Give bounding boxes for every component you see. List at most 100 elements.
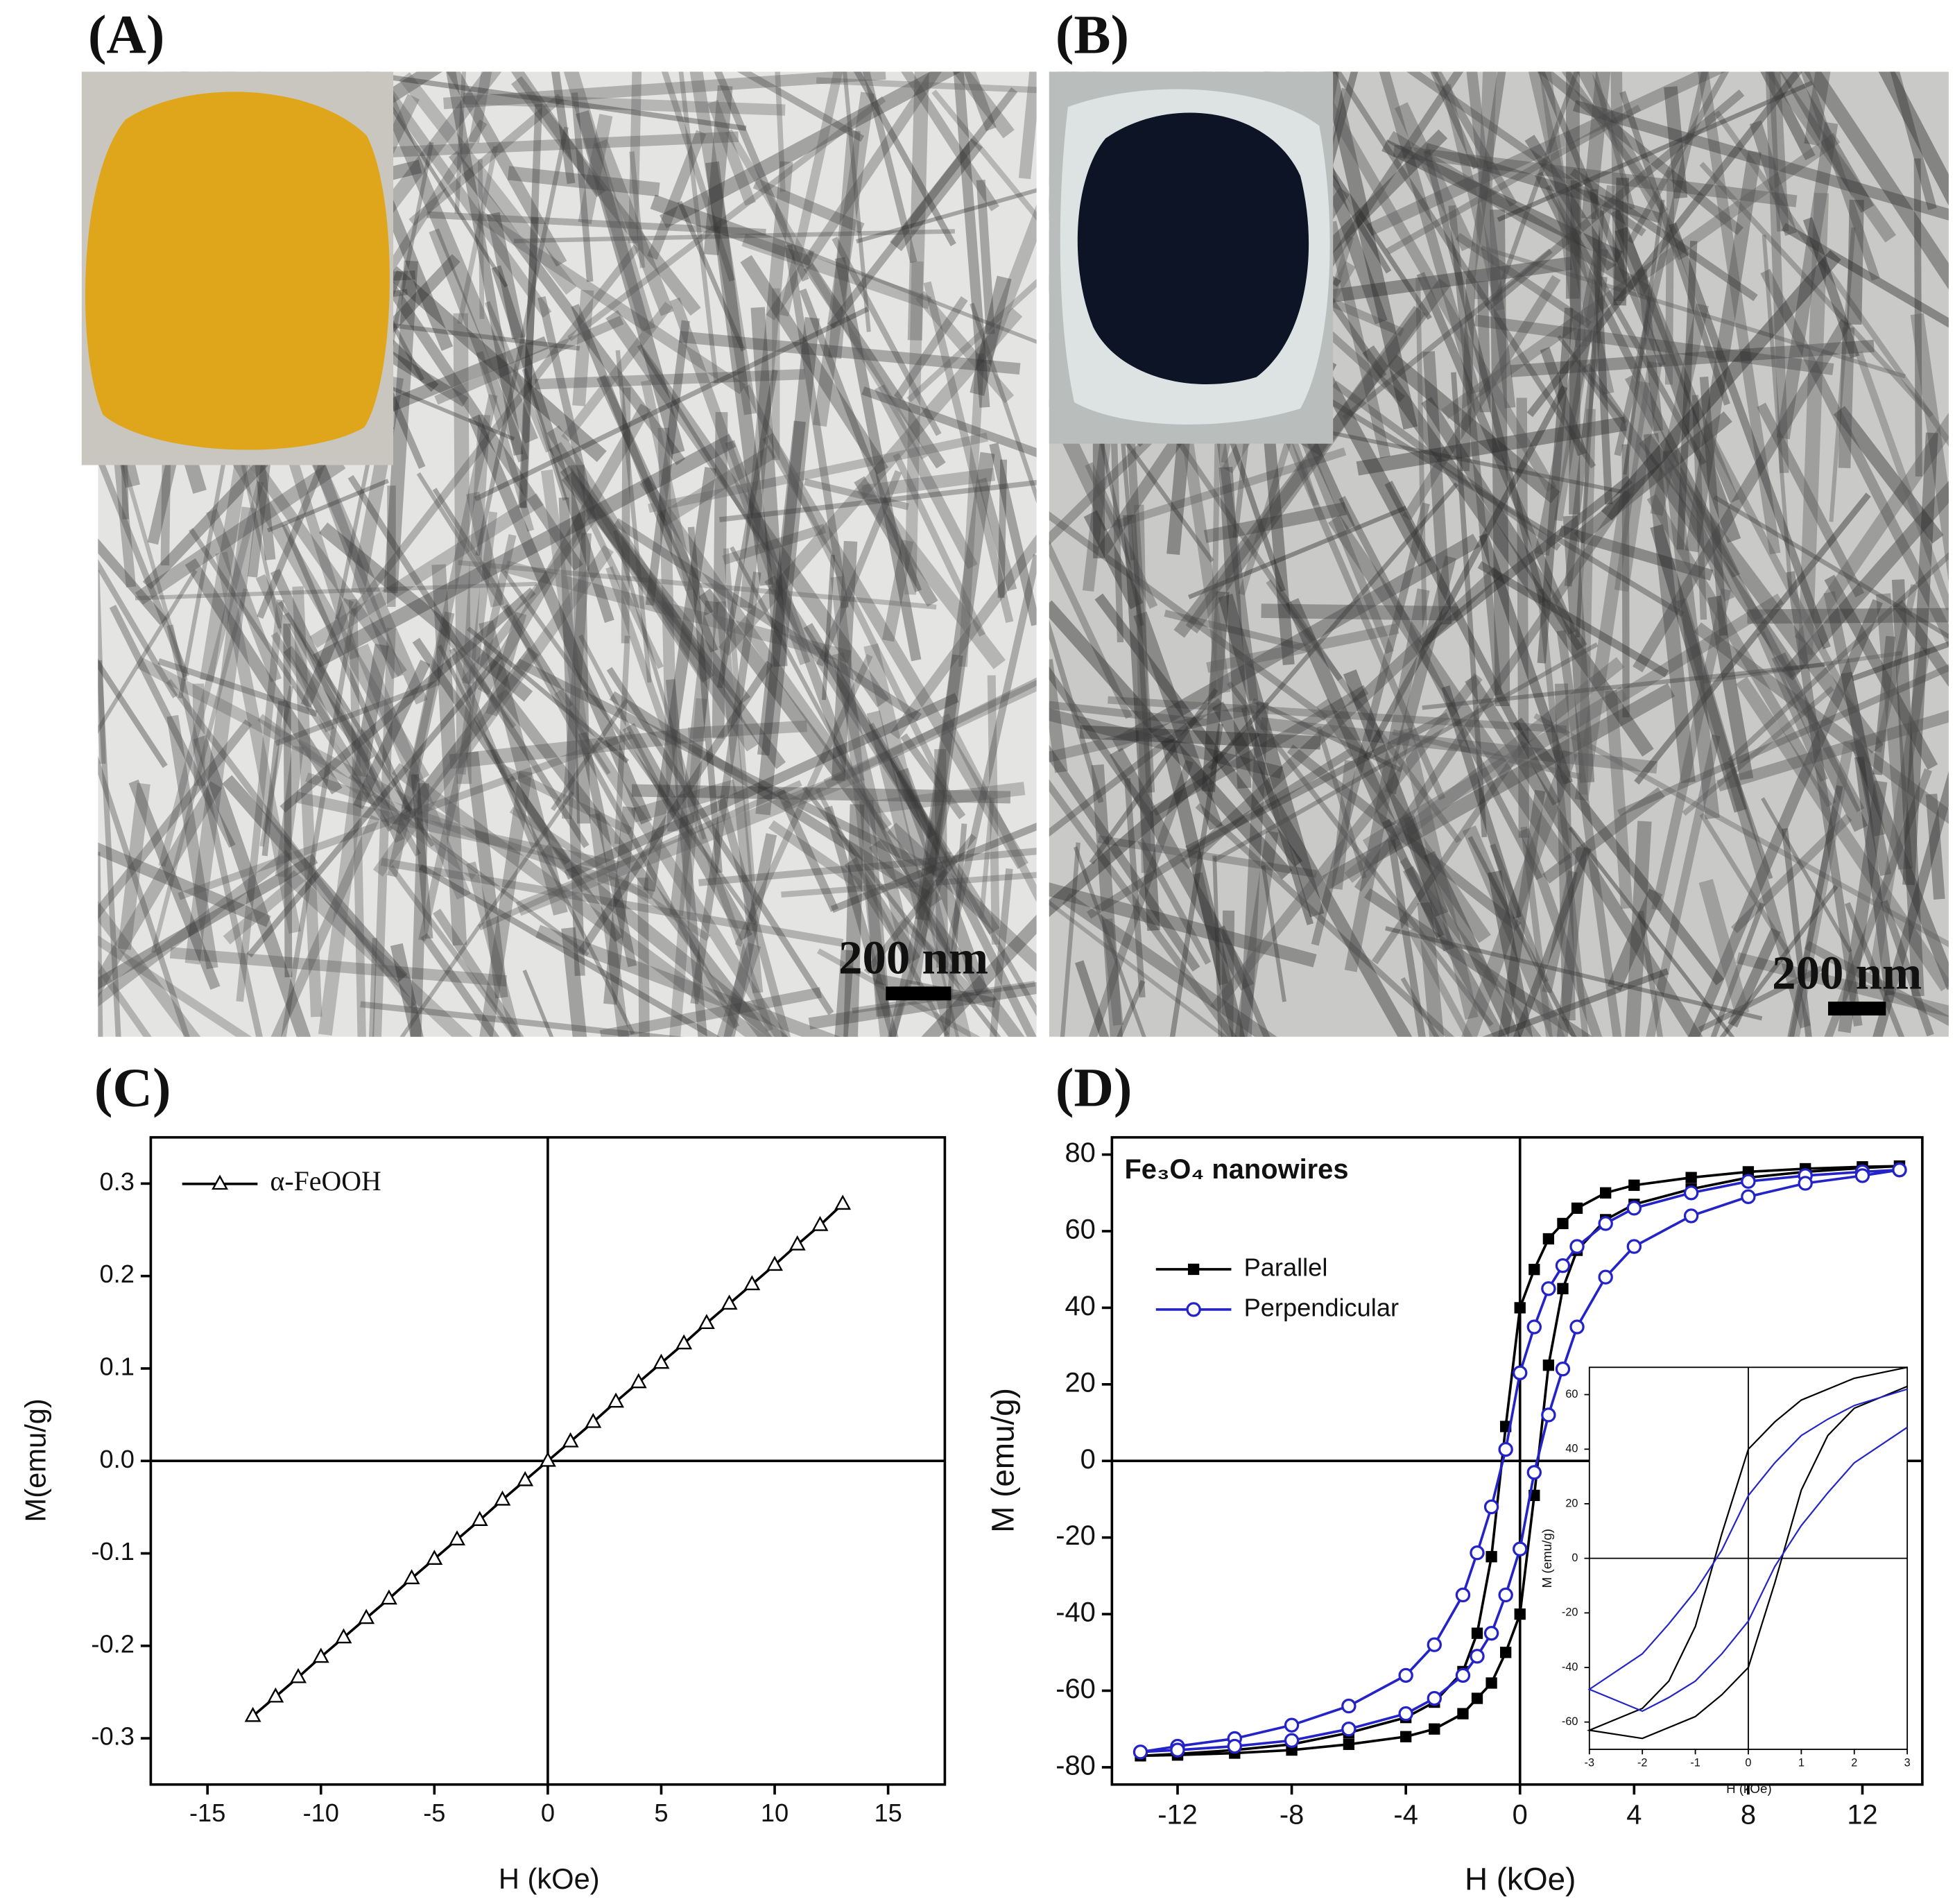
nanowire [540,843,789,1037]
nanowire [1872,635,1895,775]
nanowire [1676,598,1811,1029]
nanowire [1697,71,1781,555]
nanowire [650,194,815,266]
nanowire [803,623,936,839]
nanowire [1760,71,1816,160]
marker [1626,1201,1642,1216]
nanowire [184,558,343,795]
nanowire [1060,842,1080,1037]
marker [1569,1319,1585,1335]
nanowire [1387,131,1650,297]
nanowire [1400,977,1440,1037]
nanowire [1354,490,1632,892]
nanowire [1088,760,1194,1037]
nanowire [1637,910,1664,1037]
nanowire [1201,591,1230,792]
nanowire [468,414,653,825]
nanowire [1662,449,1720,820]
nanowire [952,71,1015,139]
nanowire [1699,162,1934,418]
nanowire [1474,314,1834,375]
nanowire [98,570,106,764]
nanowire [1134,504,1152,873]
nanowire [178,731,633,900]
nanowire [1484,89,1745,311]
nanowire [475,126,569,556]
nanowire [1094,593,1303,867]
nanowire [1534,247,1609,556]
nanowire [1699,376,1728,636]
nanowire [631,784,1011,804]
nanowire [906,279,1037,402]
nanowire [707,100,756,206]
nanowire [1062,893,1277,1037]
marker [1471,1627,1483,1639]
nanowire [98,446,189,678]
nanowire [275,679,441,746]
nanowire [1569,168,1758,302]
nanowire [669,600,719,916]
nanowire [408,94,564,226]
nanowire [1386,354,1560,504]
nanowire [963,71,997,132]
nanowire [1188,506,1407,599]
marker [1429,1723,1440,1735]
nanowire [1781,481,1949,681]
nanowire [580,503,664,669]
nanowire [270,814,380,1037]
nanowire [755,317,820,816]
nanowire [1534,171,1741,578]
nanowire [466,861,522,1037]
nanowire [863,833,977,975]
marker [1457,1708,1469,1719]
marker [358,1609,375,1624]
nanowire [1089,687,1218,865]
nanowire [1545,185,1707,465]
marker [290,1667,307,1683]
nanowire [1482,968,1669,1037]
nanowire [830,576,893,1037]
marker [1513,1541,1528,1556]
nanowire [1736,952,1949,1018]
nanowire [1203,501,1347,543]
nanowire [648,432,988,513]
nanowire [1765,71,1897,243]
nanowire [109,604,236,848]
nanowire [561,471,751,706]
nanowire [832,237,942,436]
nanowire [157,658,318,717]
marker [1526,1465,1542,1480]
marker [1284,1733,1300,1748]
nanowire [1461,749,1578,1037]
nanowire [353,644,389,778]
nanowire [1756,631,1828,782]
y-tick-label: 0.0 [99,1445,134,1473]
nanowire [463,92,786,116]
nanowire [150,588,248,954]
nanowire [1316,726,1367,879]
nanowire [1533,713,1949,947]
nanowire [803,263,946,469]
x-tick-label: 12 [1847,1800,1877,1830]
marker [834,1194,852,1210]
nanowire [1538,71,1743,236]
nanowire [1614,226,1741,543]
nanowire [734,653,873,947]
nanowire [1387,839,1426,1037]
nanowire [1212,701,1413,1037]
marker [1427,1637,1442,1652]
nanowire [1421,397,1587,651]
nanowire [977,204,1037,366]
nanowire [283,612,421,857]
y-tick-label: 0.1 [99,1353,134,1381]
nanowire [808,251,1037,344]
nanowire [98,755,190,1037]
nanowire [1049,708,1284,779]
nanowire [657,445,777,526]
nanowire [510,71,606,198]
marker [1526,1319,1542,1335]
nanowire [1574,381,1651,801]
nanowire [1164,609,1311,653]
marker [517,1470,534,1486]
